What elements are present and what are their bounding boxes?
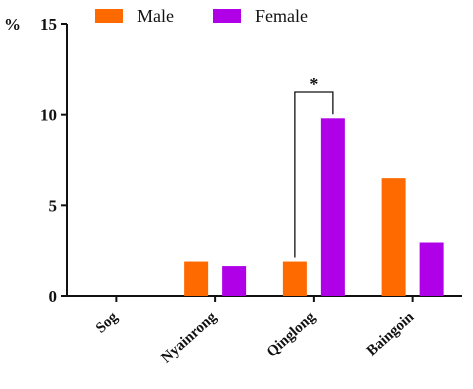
legend-label-male: Male xyxy=(137,6,174,26)
x-tick-label: Sog xyxy=(93,309,121,337)
bar-female-baingoin xyxy=(419,242,444,296)
bar-male-nyainrong xyxy=(184,261,209,296)
x-tick-label: Nyainrong xyxy=(159,309,221,367)
y-axis-unit-label: % xyxy=(4,15,21,34)
bar-male-baingoin xyxy=(381,178,406,296)
y-tick-label: 10 xyxy=(40,106,57,125)
bar-female-qinglong xyxy=(320,118,345,296)
significance-bracket xyxy=(294,91,334,258)
x-tick-label: Baingoin xyxy=(364,309,418,360)
legend: Male Female xyxy=(95,6,308,26)
bars xyxy=(184,118,444,296)
y-tick-label: 5 xyxy=(49,196,58,215)
legend-swatch-male xyxy=(95,9,123,23)
legend-swatch-female xyxy=(213,9,241,23)
y-tick-label: 0 xyxy=(49,287,58,306)
bar-male-qinglong xyxy=(282,261,307,296)
significance-marker: * xyxy=(309,74,318,94)
y-axis: 0 5 10 15% xyxy=(4,15,68,306)
annotations: * xyxy=(294,74,334,258)
legend-label-female: Female xyxy=(255,6,308,26)
x-tick-label: Qinglong xyxy=(264,309,319,361)
x-axis: Sog Nyainrong Qinglong Baingoin xyxy=(66,295,462,367)
bar-female-nyainrong xyxy=(222,266,247,296)
y-tick-label: 15 xyxy=(40,15,57,34)
